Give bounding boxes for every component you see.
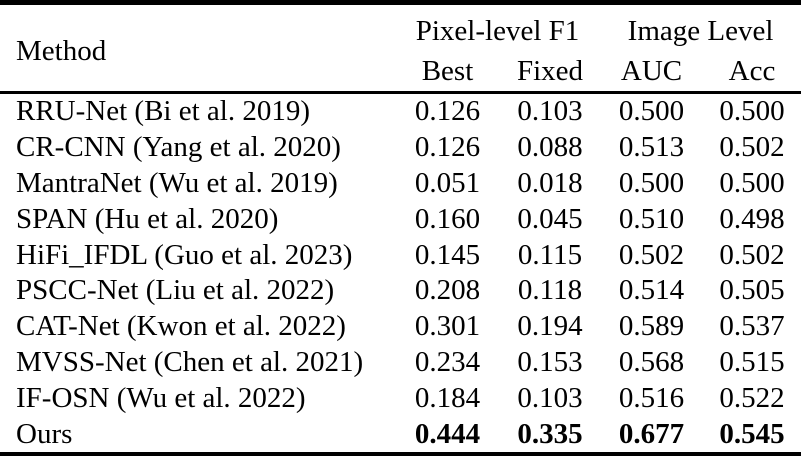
best-f1-cell: 0.184 <box>414 381 481 414</box>
acc-cell: 0.515 <box>719 345 785 378</box>
header-image-level: Image Level <box>627 14 774 47</box>
table-row: IF-OSN (Wu et al. 2022) 0.184 0.103 0.51… <box>0 380 801 416</box>
header-acc: Acc <box>728 54 776 87</box>
auc-cell: 0.500 <box>618 166 685 199</box>
fixed-f1-cell: 0.118 <box>517 274 583 307</box>
fixed-f1-cell: 0.194 <box>517 310 583 343</box>
auc-cell: 0.514 <box>618 274 685 307</box>
best-f1-cell: 0.145 <box>414 238 481 271</box>
table-row: HiFi_IFDL (Guo et al. 2023) 0.145 0.115 … <box>0 237 801 273</box>
method-cell: MVSS-Net (Chen et al. 2021) <box>16 345 364 378</box>
auc-cell: 0.589 <box>618 310 685 343</box>
acc-cell: 0.505 <box>719 274 785 307</box>
acc-cell: 0.522 <box>719 381 785 414</box>
method-cell: PSCC-Net (Liu et al. 2022) <box>16 274 335 307</box>
table-row: CAT-Net (Kwon et al. 2022) 0.301 0.194 0… <box>0 309 801 345</box>
table-row-ours: Ours 0.444 0.335 0.677 0.545 <box>0 416 801 454</box>
auc-cell: 0.502 <box>618 238 685 271</box>
method-cell: IF-OSN (Wu et al. 2022) <box>16 381 306 414</box>
header-fixed: Fixed <box>516 54 584 87</box>
table-row: CR-CNN (Yang et al. 2020) 0.126 0.088 0.… <box>0 130 801 166</box>
header-best: Best <box>421 54 474 87</box>
table-body: RRU-Net (Bi et al. 2019) 0.126 0.103 0.5… <box>0 93 801 454</box>
fixed-f1-cell: 0.103 <box>517 95 583 128</box>
fixed-f1-cell: 0.153 <box>517 345 583 378</box>
method-cell: CAT-Net (Kwon et al. 2022) <box>16 310 346 343</box>
auc-cell: 0.513 <box>618 131 685 164</box>
fixed-f1-cell: 0.115 <box>517 238 583 271</box>
acc-cell: 0.537 <box>719 310 785 343</box>
method-cell: CR-CNN (Yang et al. 2020) <box>16 131 341 164</box>
header-method: Method <box>16 34 107 67</box>
acc-cell: 0.502 <box>719 238 785 271</box>
method-cell: HiFi_IFDL (Guo et al. 2023) <box>16 238 353 271</box>
acc-cell: 0.500 <box>719 166 785 199</box>
table-row: MVSS-Net (Chen et al. 2021) 0.234 0.153 … <box>0 345 801 381</box>
best-f1-cell: 0.126 <box>414 131 481 164</box>
table-row: SPAN (Hu et al. 2020) 0.160 0.045 0.510 … <box>0 201 801 237</box>
header-pixel-level-f1: Pixel-level F1 <box>415 14 580 47</box>
table-header: Method Pixel-level F1 Image Level Best F… <box>0 3 801 93</box>
fixed-f1-cell: 0.335 <box>517 417 583 450</box>
fixed-f1-cell: 0.088 <box>517 131 583 164</box>
table-row: MantraNet (Wu et al. 2019) 0.051 0.018 0… <box>0 166 801 202</box>
method-cell: MantraNet (Wu et al. 2019) <box>16 166 338 199</box>
table-row: PSCC-Net (Liu et al. 2022) 0.208 0.118 0… <box>0 273 801 309</box>
auc-cell: 0.568 <box>618 345 685 378</box>
best-f1-cell: 0.126 <box>414 95 481 128</box>
method-cell: Ours <box>16 417 73 450</box>
acc-cell: 0.502 <box>719 131 785 164</box>
acc-cell: 0.498 <box>719 202 785 235</box>
best-f1-cell: 0.234 <box>414 345 481 378</box>
best-f1-cell: 0.160 <box>414 202 481 235</box>
auc-cell: 0.677 <box>618 417 685 450</box>
best-f1-cell: 0.444 <box>414 417 481 450</box>
best-f1-cell: 0.208 <box>414 274 481 307</box>
method-cell: SPAN (Hu et al. 2020) <box>16 202 279 235</box>
auc-cell: 0.516 <box>618 381 685 414</box>
table-row: RRU-Net (Bi et al. 2019) 0.126 0.103 0.5… <box>0 93 801 130</box>
best-f1-cell: 0.301 <box>414 310 481 343</box>
header-sub-row: Best Fixed AUC Acc <box>0 51 801 93</box>
method-cell: RRU-Net (Bi et al. 2019) <box>16 95 310 128</box>
auc-cell: 0.500 <box>618 95 685 128</box>
acc-cell: 0.545 <box>719 417 785 450</box>
fixed-f1-cell: 0.103 <box>517 381 583 414</box>
header-group-row: Method Pixel-level F1 Image Level <box>0 3 801 65</box>
fixed-f1-cell: 0.018 <box>517 166 583 199</box>
fixed-f1-cell: 0.045 <box>517 202 583 235</box>
best-f1-cell: 0.051 <box>414 166 481 199</box>
acc-cell: 0.500 <box>719 95 785 128</box>
header-auc: AUC <box>620 54 683 87</box>
auc-cell: 0.510 <box>618 202 685 235</box>
